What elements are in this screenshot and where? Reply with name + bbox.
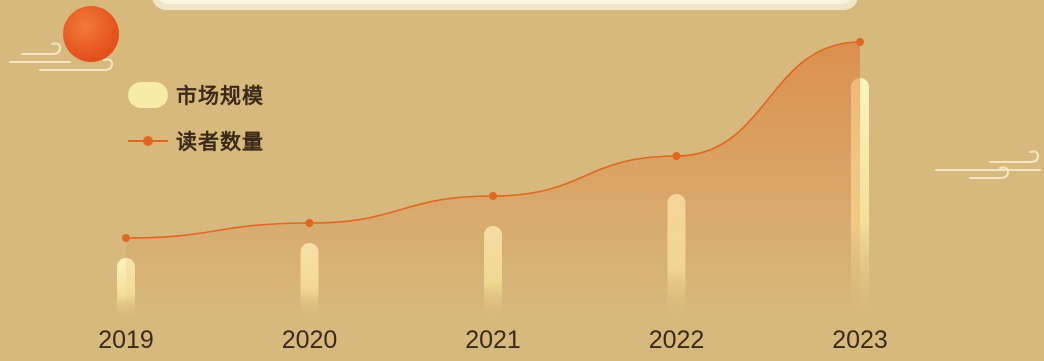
x-tick-label-2022: 2022 [648, 326, 705, 354]
top-banner-inner-decoration [160, 0, 850, 4]
sun-decoration [63, 6, 119, 62]
legend: 市场规模 读者数量 [128, 80, 264, 156]
x-tick-label-2021: 2021 [465, 326, 521, 354]
legend-bar-swatch [128, 82, 168, 108]
legend-item-line: 读者数量 [128, 126, 264, 156]
x-tick-label-2023: 2023 [832, 326, 888, 354]
line-area-fill [126, 42, 860, 318]
x-tick-label-2019: 2019 [98, 326, 154, 354]
line-point-2020 [305, 219, 314, 227]
line-point-2023 [856, 38, 864, 46]
legend-line-swatch [128, 128, 168, 154]
line-point-2022 [672, 152, 681, 160]
x-tick-label-2020: 2020 [281, 326, 338, 354]
cloud-decoration-right [935, 150, 1041, 179]
cloud-decoration-left [9, 42, 114, 71]
legend-bar-label: 市场规模 [176, 84, 264, 108]
line-series [125, 41, 861, 239]
line-points [122, 38, 864, 242]
line-point-2019 [122, 234, 130, 242]
legend-item-bar: 市场规模 [128, 80, 264, 110]
line-point-2021 [489, 192, 497, 200]
legend-line-label: 读者数量 [176, 130, 264, 154]
